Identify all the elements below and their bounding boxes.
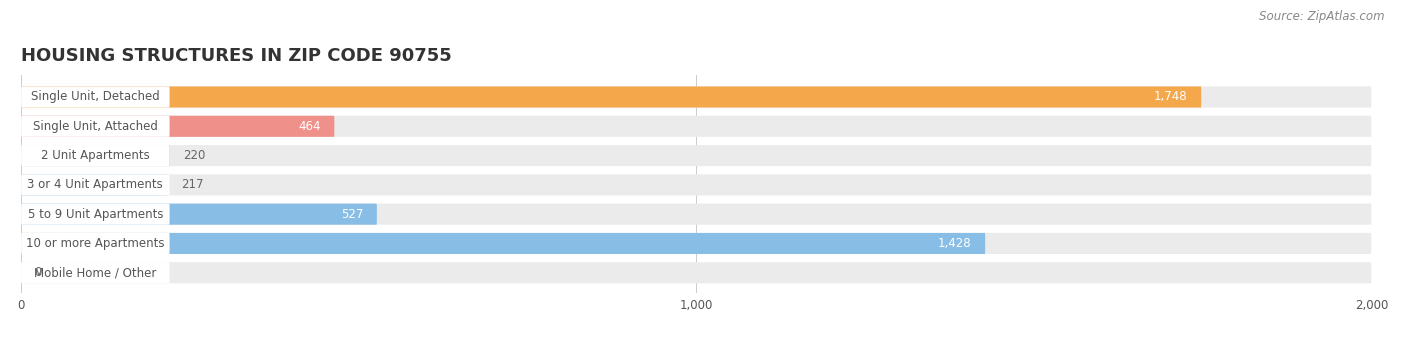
FancyBboxPatch shape (21, 116, 1371, 137)
FancyBboxPatch shape (21, 145, 170, 166)
FancyBboxPatch shape (21, 145, 1371, 166)
FancyBboxPatch shape (21, 262, 1371, 283)
Text: 2 Unit Apartments: 2 Unit Apartments (41, 149, 149, 162)
FancyBboxPatch shape (21, 204, 377, 225)
Text: Single Unit, Attached: Single Unit, Attached (32, 120, 157, 133)
FancyBboxPatch shape (21, 116, 170, 137)
Text: Single Unit, Detached: Single Unit, Detached (31, 90, 160, 103)
FancyBboxPatch shape (21, 174, 167, 195)
Text: 527: 527 (342, 208, 363, 221)
FancyBboxPatch shape (21, 204, 170, 225)
Text: 5 to 9 Unit Apartments: 5 to 9 Unit Apartments (28, 208, 163, 221)
Text: 220: 220 (183, 149, 205, 162)
FancyBboxPatch shape (21, 87, 170, 107)
FancyBboxPatch shape (21, 87, 1201, 107)
FancyBboxPatch shape (21, 233, 1371, 254)
Text: 3 or 4 Unit Apartments: 3 or 4 Unit Apartments (28, 178, 163, 191)
FancyBboxPatch shape (21, 233, 986, 254)
FancyBboxPatch shape (21, 262, 170, 283)
FancyBboxPatch shape (21, 87, 1371, 107)
FancyBboxPatch shape (21, 233, 170, 254)
Text: 0: 0 (35, 266, 42, 279)
Text: 10 or more Apartments: 10 or more Apartments (27, 237, 165, 250)
Text: Mobile Home / Other: Mobile Home / Other (34, 266, 156, 279)
Text: 1,428: 1,428 (938, 237, 972, 250)
Text: 464: 464 (298, 120, 321, 133)
FancyBboxPatch shape (21, 174, 170, 195)
Text: Source: ZipAtlas.com: Source: ZipAtlas.com (1260, 10, 1385, 23)
Text: HOUSING STRUCTURES IN ZIP CODE 90755: HOUSING STRUCTURES IN ZIP CODE 90755 (21, 47, 451, 65)
FancyBboxPatch shape (21, 174, 1371, 195)
FancyBboxPatch shape (21, 116, 335, 137)
Text: 217: 217 (181, 178, 204, 191)
Text: 1,748: 1,748 (1154, 90, 1188, 103)
FancyBboxPatch shape (21, 204, 1371, 225)
FancyBboxPatch shape (21, 145, 170, 166)
